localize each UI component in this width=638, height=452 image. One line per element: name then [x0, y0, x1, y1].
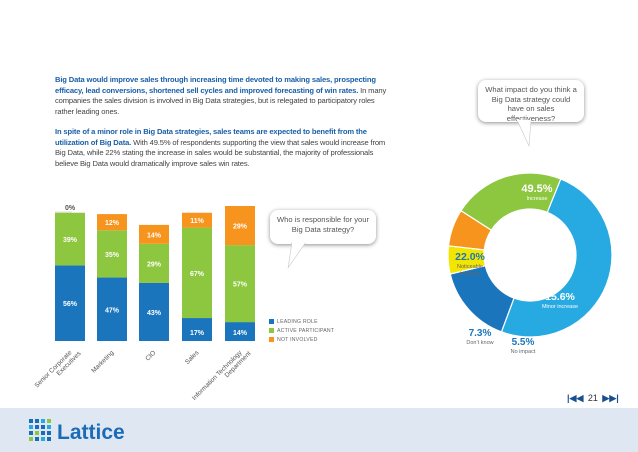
bar-data-label: 29%: [233, 224, 248, 231]
donut-slice-name: Increase: [526, 196, 547, 202]
bar-segment: [139, 243, 169, 283]
brand-logo-text: Lattice: [57, 421, 125, 444]
legend-not-involved: NOT INVOLVED: [269, 337, 318, 343]
legend-label-not-involved: NOT INVOLVED: [277, 337, 318, 343]
first-page-icon[interactable]: |◀◀: [567, 393, 584, 403]
bar-segment: [182, 227, 212, 319]
bar-data-label: 29%: [147, 261, 162, 268]
bar-segment: [139, 224, 169, 244]
lattice-logo-icon: [29, 419, 51, 441]
bar-segment: [182, 212, 212, 228]
donut-slice: [500, 178, 613, 338]
bar-data-label: 57%: [233, 282, 248, 289]
donut-question-text: What impact do you think a Big Data stra…: [485, 85, 577, 123]
bar-data-label: 39%: [63, 237, 78, 244]
legend-swatch-leading-role: [269, 319, 274, 325]
intro-paragraph-1-bold: Big Data would improve sales through inc…: [55, 75, 376, 95]
last-page-icon[interactable]: ▶▶|: [602, 393, 619, 403]
bar-data-label: 47%: [105, 307, 120, 314]
legend-swatch-active-participant: [269, 328, 274, 334]
bar-segment: [225, 322, 255, 341]
donut-slice-name: Minor increase: [542, 304, 578, 310]
donut-hole: [485, 210, 575, 300]
stacked-bar-chart: 56%39%0%Senior CorporateExecutives47%35%…: [33, 205, 255, 402]
bar-data-label: 56%: [63, 301, 78, 308]
donut-value-label: 7.3%: [469, 328, 492, 339]
bar-data-label: 11%: [190, 218, 204, 225]
donut-question-bubble-tail: [516, 120, 532, 148]
bar-question-bubble-tail: [287, 242, 307, 269]
footer-band: [0, 408, 638, 452]
bar-segment: [97, 230, 127, 278]
bar-segment: [55, 212, 85, 266]
bar-segment: [182, 318, 212, 341]
bar-data-label: 35%: [105, 252, 120, 259]
bar-data-label: 0%: [65, 205, 76, 212]
bar-segment: [225, 206, 255, 246]
bar-data-label: 43%: [147, 310, 162, 317]
bar-data-label: 14%: [233, 330, 248, 337]
bar-segment: [97, 214, 127, 231]
page-navigation: |◀◀ 21 ▶▶|: [567, 393, 619, 404]
intro-paragraph-2-bold: In spite of a minor role in Big Data str…: [55, 127, 367, 147]
bar-data-label: 17%: [190, 330, 205, 337]
bar-question-bubble: Who is responsible for your Big Data str…: [270, 210, 376, 244]
bar-data-label: 14%: [147, 232, 162, 239]
donut-slice-name: No impact: [511, 349, 536, 355]
bar-data-label: 67%: [190, 271, 205, 278]
intro-paragraph-1-rest: In many companies the sales division is …: [55, 85, 387, 116]
donut-value-label: 5.5%: [512, 337, 535, 348]
legend-label-active-participant: ACTIVE PARTICIPANT: [277, 328, 335, 334]
page-number: 21: [587, 393, 598, 403]
legend-leading-role: LEADING ROLE: [269, 319, 318, 325]
legend-swatch-not-involved: [269, 337, 274, 343]
bar-data-label: 12%: [105, 220, 120, 227]
donut-value-label: 49.5%: [521, 183, 552, 195]
donut-slice-name: Don’t know: [466, 340, 493, 346]
bar-segment: [97, 277, 127, 341]
bar-question-text: Who is responsible for your Big Data str…: [276, 215, 369, 234]
intro-paragraph-1: Big Data would improve sales through inc…: [55, 75, 395, 117]
donut-question-bubble: What impact do you think a Big Data stra…: [478, 80, 584, 123]
donut-slice-name: Noticeable: [457, 264, 483, 270]
intro-paragraph-2: In spite of a minor role in Big Data str…: [55, 127, 395, 169]
donut-slice: [460, 172, 562, 231]
donut-value-label: 15.6%: [545, 291, 575, 303]
bar-segment: [225, 245, 255, 323]
legend-active-participant: ACTIVE PARTICIPANT: [269, 328, 334, 334]
bar-segment: [55, 265, 85, 341]
legend-label-leading-role: LEADING ROLE: [277, 319, 318, 325]
donut-slice-name: increase: [460, 271, 481, 277]
bar-segment: [139, 282, 169, 341]
donut-value-label: 22.0%: [455, 251, 485, 263]
donut-chart: 49.5%Increase 15.6%Minor increase 5.5%No i…: [447, 172, 613, 355]
intro-paragraph-2-rest: With 49.5% of respondents supporting the…: [55, 137, 386, 168]
